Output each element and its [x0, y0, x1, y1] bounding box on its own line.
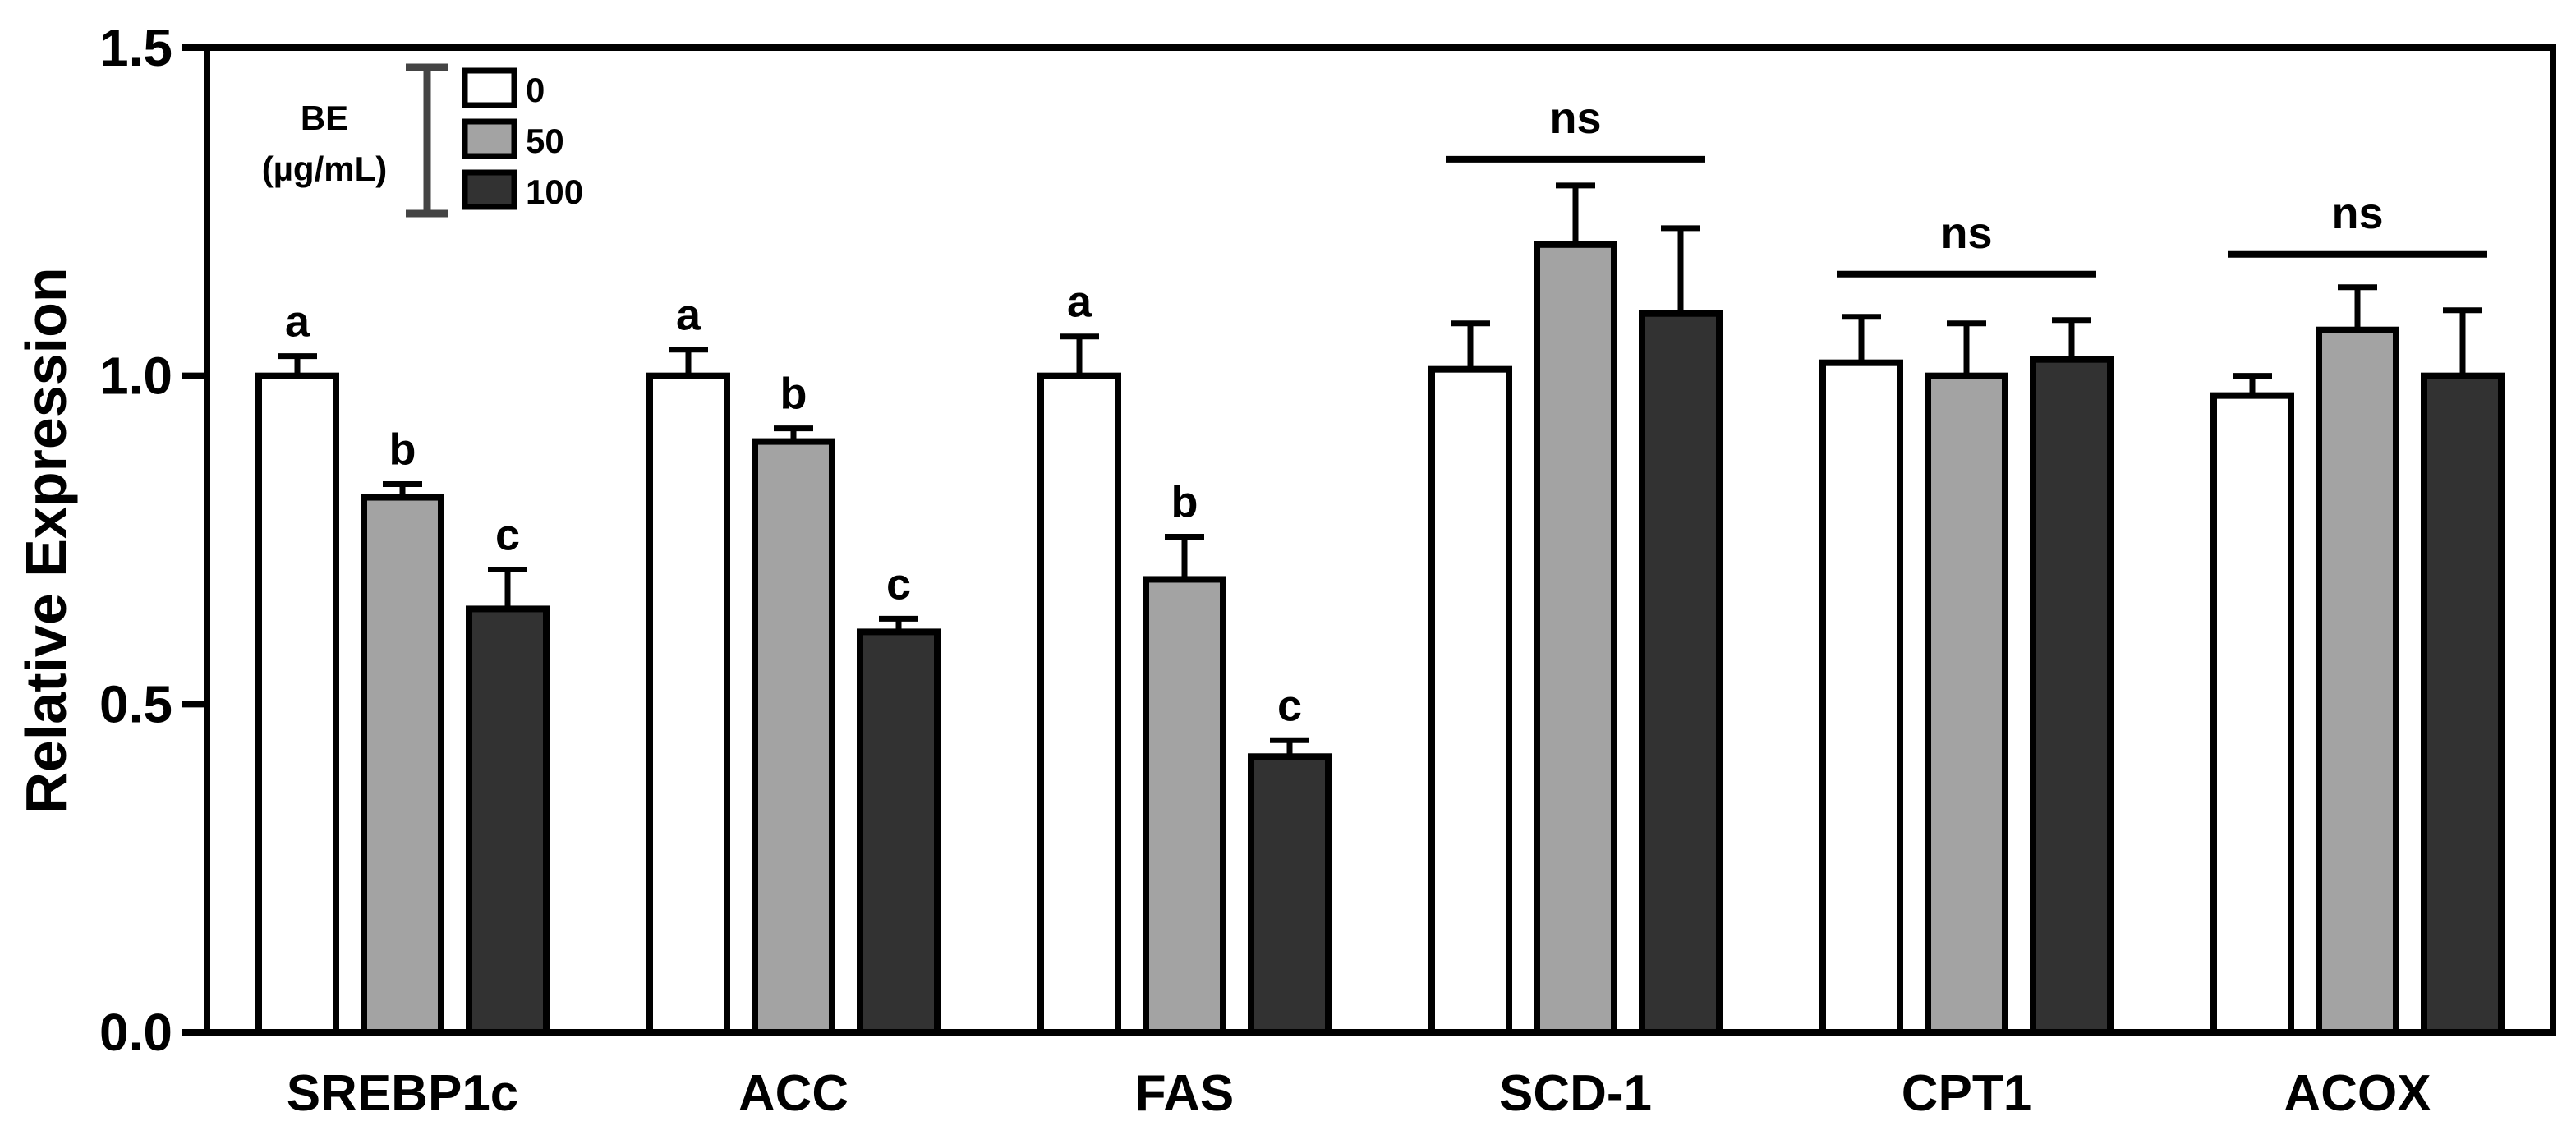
significance-letter: c	[495, 510, 520, 559]
legend-title-line-1: BE	[301, 99, 348, 137]
y-tick-label: 0.5	[99, 674, 172, 733]
bars	[255, 241, 2505, 1036]
bar-acc-50	[752, 438, 835, 1036]
bar-fas-50	[1143, 576, 1226, 1036]
ns-label: ns	[1940, 209, 1992, 258]
significance-letter: c	[886, 559, 911, 609]
bar-srebp1c-0	[255, 372, 339, 1036]
bar-acox-0	[2210, 392, 2294, 1036]
significance-letter: a	[1067, 278, 1092, 327]
bar-acc-100	[857, 628, 941, 1036]
bar-srebp1c-50	[361, 494, 444, 1036]
bar-acox-50	[2316, 326, 2399, 1036]
bar-srebp1c-100	[466, 605, 550, 1036]
ns-label: ns	[1549, 94, 1601, 143]
legend-label: 0	[526, 71, 545, 109]
bar-scd-1-50	[1534, 241, 1617, 1036]
bar-scd-1-100	[1639, 310, 1723, 1036]
legend-title-line-2: (µg/mL)	[262, 149, 388, 188]
x-tick-label: FAS	[1135, 1065, 1235, 1122]
bar-fas-0	[1037, 372, 1121, 1036]
plot-area	[204, 44, 2556, 1036]
y-axis-label: Relative Expression	[14, 267, 78, 813]
plot-frame	[204, 44, 2556, 1036]
x-axis: SREBP1c ACC FAS SCD-1 CPT1 ACOX	[287, 1065, 2431, 1122]
bar-acc-0	[646, 372, 730, 1036]
error-bars	[278, 182, 2482, 757]
x-tick-label: ACC	[738, 1065, 849, 1122]
legend-bracket	[406, 63, 448, 218]
significance-letter: b	[780, 370, 807, 419]
legend-swatch	[462, 118, 518, 159]
bar-acox-100	[2421, 372, 2505, 1036]
bar-scd-1-0	[1428, 365, 1512, 1036]
ns-label: ns	[2331, 189, 2383, 238]
significance-letter: a	[285, 297, 310, 347]
legend-swatch	[462, 67, 518, 108]
significance-letter: c	[1277, 681, 1302, 730]
x-tick-label: SCD-1	[1499, 1065, 1652, 1122]
significance-letter: b	[389, 425, 416, 475]
x-tick-label: CPT1	[1902, 1065, 2031, 1122]
significance-annotations: a b c a b c a b c ns ns ns	[285, 94, 2487, 730]
legend-swatch	[462, 169, 518, 210]
y-axis: 0.0 0.5 1.0 1.5	[99, 18, 207, 1062]
significance-letter: b	[1171, 478, 1198, 527]
x-tick-label: SREBP1c	[287, 1065, 519, 1122]
x-tick-label: ACOX	[2284, 1065, 2431, 1122]
bar-cpt1-50	[1925, 372, 2008, 1036]
y-tick-label: 1.0	[99, 347, 172, 406]
y-tick-label: 1.5	[99, 18, 172, 77]
legend: BE (µg/mL) 0 50 100	[262, 63, 583, 218]
bar-cpt1-0	[1819, 359, 1903, 1036]
bar-fas-100	[1248, 753, 1332, 1036]
significance-letter: a	[676, 291, 702, 340]
legend-label: 100	[526, 172, 583, 211]
y-tick-label: 0.0	[99, 1003, 172, 1062]
bar-cpt1-100	[2030, 356, 2114, 1036]
legend-label: 50	[526, 122, 564, 160]
